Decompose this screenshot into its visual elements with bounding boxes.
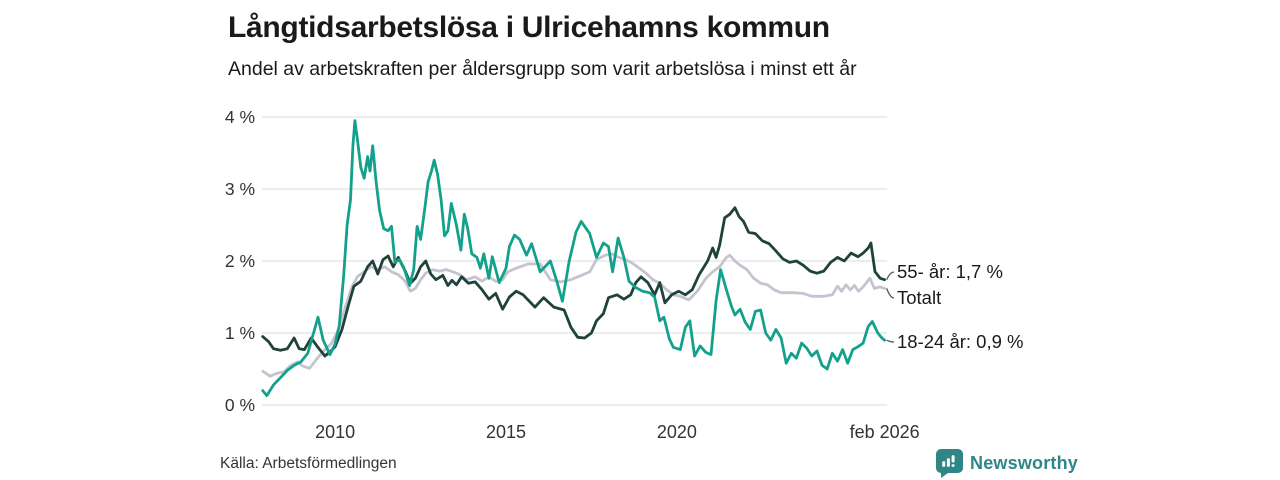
series-line-55-r [261,206,886,358]
x-tick-label: feb 2026 [850,422,920,442]
bar-chart-glyph [942,455,955,467]
x-tick-label: 2020 [657,422,697,442]
series-end-label-55: 55- år: 1,7 % [897,261,1003,282]
x-tick-label: 2010 [315,422,355,442]
newsworthy-logo: Newsworthy [936,449,1078,478]
y-tick-label: 4 % [225,107,255,127]
label-connector-18-24r [886,339,895,343]
series-line-Totalt [261,252,886,378]
source-note: Källa: Arbetsförmedlingen [220,455,397,472]
chart-subtitle: Andel av arbetskraften per åldersgrupp s… [228,58,857,80]
label-connector-55-r [886,271,895,281]
newsworthy-icon [936,449,963,478]
label-connector-Totalt [886,288,895,299]
series-line-18-24r [261,119,886,398]
y-tick-label: 0 % [225,395,255,415]
x-tick-label: 2015 [486,422,526,442]
page-title: Långtidsarbetslösa i Ulricehamns kommun [228,11,830,44]
series-end-label-18-24: 18-24 år: 0,9 % [897,331,1024,352]
newsworthy-wordmark: Newsworthy [970,453,1079,473]
y-tick-label: 3 % [225,179,255,199]
y-tick-label: 2 % [225,251,255,271]
y-tick-label: 1 % [225,323,255,343]
series-end-label-totalt: Totalt [897,287,942,308]
